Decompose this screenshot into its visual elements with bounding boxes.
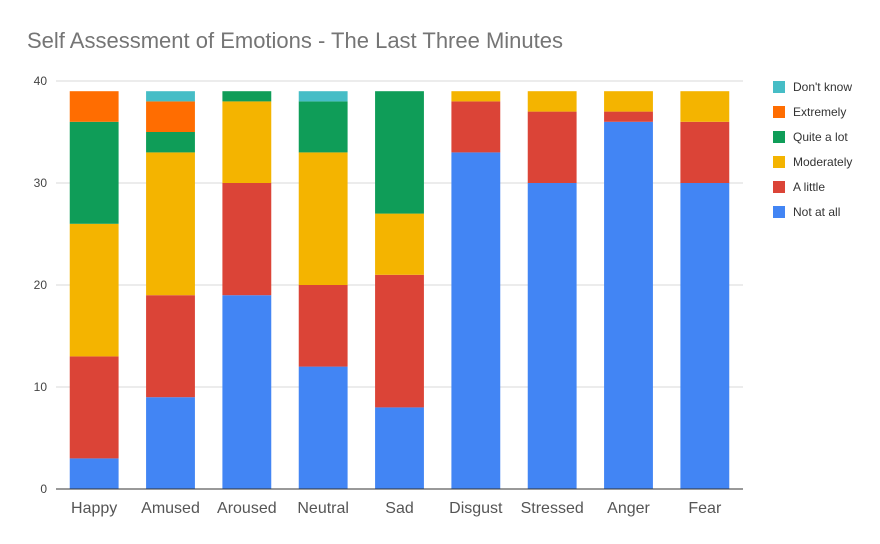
legend: Don't know Extremely Quite a lot Moderately… [773,74,852,224]
bar-segment [375,91,424,214]
bar-segment [298,285,348,367]
bar-segment [222,101,272,183]
bar-segment [146,91,195,102]
bar-segment [298,91,348,102]
bar-segment [69,91,119,122]
bar-segment [146,132,195,153]
bar-segment [146,397,195,489]
bar-segment [527,111,577,183]
x-category-label: Disgust [449,500,503,517]
legend-item: A little [773,174,852,199]
y-tick-label: 40 [34,74,48,88]
bar-segment [375,213,424,275]
bar-segment [375,274,424,408]
legend-label: A little [793,179,826,194]
y-tick-label: 20 [34,278,48,292]
bar-segment [222,183,272,296]
x-category-label: Neutral [297,500,349,517]
bar-segment [69,121,119,224]
x-category-label: Amused [141,500,200,517]
legend-swatch [773,105,785,118]
bar-segment [146,295,195,398]
bar-segment [451,91,501,102]
bar-segment [69,458,119,489]
x-category-label: Aroused [217,500,277,517]
bar-segment [604,91,653,112]
bar-segment [604,121,653,490]
chart-title: Self Assessment of Emotions - The Last T… [27,28,563,53]
x-category-label: Anger [607,500,650,517]
bar-segment [527,183,577,489]
legend-swatch [773,80,785,93]
bar-segment [222,295,272,489]
x-category-label: Sad [385,500,413,517]
bar-segment [298,366,348,489]
bar-segment [146,152,195,296]
legend-label: Not at all [793,204,841,219]
legend-swatch [773,205,785,218]
bar-segment [69,223,119,357]
x-category-label: Fear [688,500,722,517]
bar-segment [680,91,730,122]
legend-label: Moderately [793,154,853,169]
bar-segment [222,91,272,102]
y-tick-label: 0 [40,482,47,496]
bar-segment [69,356,119,459]
bar-segment [451,152,501,489]
legend-item: Moderately [773,149,852,174]
legend-label: Extremely [793,104,847,119]
bar-segment [298,101,348,153]
bar-segment [375,407,424,489]
bar-segment [527,91,577,112]
bar-segment [146,101,195,132]
legend-label: Don't know [793,79,852,94]
legend-item: Don't know [773,74,852,99]
legend-item: Extremely [773,99,852,124]
y-tick-label: 30 [34,176,48,190]
legend-item: Not at all [773,199,852,224]
bar-segment [298,152,348,285]
x-category-label: Happy [71,500,117,517]
legend-label: Quite a lot [793,129,848,144]
legend-swatch [773,180,785,193]
bar-segment [680,121,730,183]
bar-segment [680,183,730,489]
legend-item: Quite a lot [773,124,852,149]
bar-segment [451,101,501,153]
legend-swatch [773,130,785,143]
y-tick-label: 10 [34,380,48,394]
bar-segment [604,111,653,122]
x-category-label: Stressed [521,500,584,517]
legend-swatch [773,155,785,168]
